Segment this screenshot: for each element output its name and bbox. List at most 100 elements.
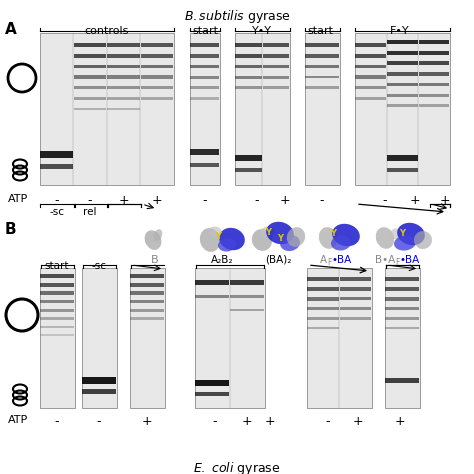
- Bar: [305, 33, 340, 185]
- Bar: [74, 86, 107, 89]
- Bar: [340, 317, 372, 319]
- Bar: [195, 268, 265, 408]
- Bar: [387, 155, 418, 161]
- Bar: [40, 164, 73, 169]
- Bar: [236, 64, 262, 68]
- Bar: [108, 97, 140, 100]
- Text: A: A: [5, 22, 17, 37]
- Bar: [387, 168, 418, 172]
- Bar: [141, 43, 173, 47]
- Text: -sc: -sc: [49, 207, 64, 217]
- Bar: [306, 86, 339, 89]
- Bar: [191, 86, 219, 89]
- Text: start: start: [45, 261, 69, 271]
- Bar: [236, 43, 262, 47]
- Bar: [306, 76, 339, 78]
- Bar: [74, 75, 107, 79]
- Ellipse shape: [219, 228, 245, 250]
- Text: -: -: [55, 194, 59, 207]
- Text: rel: rel: [83, 207, 97, 217]
- Bar: [108, 54, 140, 58]
- Ellipse shape: [280, 235, 300, 251]
- Text: -: -: [383, 194, 387, 207]
- Bar: [356, 97, 386, 100]
- Bar: [191, 163, 219, 167]
- Text: (BA)₂: (BA)₂: [265, 255, 291, 265]
- Text: ATP: ATP: [8, 194, 28, 204]
- Bar: [263, 75, 290, 79]
- Bar: [306, 65, 339, 68]
- Text: +: +: [410, 194, 420, 207]
- Text: start: start: [192, 26, 218, 36]
- Bar: [387, 51, 418, 55]
- Bar: [191, 65, 219, 68]
- Bar: [385, 297, 419, 301]
- Text: start: start: [307, 26, 333, 36]
- Text: +: +: [353, 415, 363, 428]
- Bar: [230, 294, 264, 298]
- Text: Y: Y: [215, 231, 221, 240]
- Bar: [230, 309, 264, 311]
- Bar: [385, 277, 419, 281]
- Ellipse shape: [394, 236, 416, 251]
- Bar: [387, 72, 418, 76]
- Bar: [40, 151, 73, 158]
- Bar: [306, 43, 339, 47]
- Text: Y•Y: Y•Y: [252, 26, 272, 36]
- Ellipse shape: [218, 238, 236, 252]
- Bar: [195, 294, 229, 298]
- Bar: [130, 292, 164, 295]
- Bar: [40, 317, 74, 320]
- Bar: [40, 292, 74, 295]
- Bar: [40, 309, 74, 311]
- Bar: [130, 268, 165, 408]
- Bar: [356, 54, 386, 58]
- Text: Y: Y: [265, 228, 271, 237]
- Bar: [130, 283, 164, 287]
- Text: controls: controls: [85, 26, 129, 36]
- Bar: [235, 33, 290, 185]
- Bar: [195, 392, 229, 396]
- Bar: [141, 64, 173, 68]
- Bar: [40, 300, 74, 303]
- Bar: [340, 287, 372, 291]
- Bar: [236, 86, 262, 89]
- Text: +: +: [118, 194, 129, 207]
- Bar: [356, 75, 386, 79]
- Bar: [191, 43, 219, 47]
- Bar: [40, 334, 74, 337]
- Bar: [191, 54, 219, 57]
- Bar: [308, 297, 339, 301]
- Bar: [40, 33, 174, 185]
- Bar: [141, 75, 173, 79]
- Bar: [191, 97, 219, 100]
- Bar: [308, 277, 339, 281]
- Bar: [195, 380, 229, 386]
- Bar: [419, 83, 449, 86]
- Text: +: +: [440, 194, 450, 207]
- Bar: [340, 297, 372, 301]
- Ellipse shape: [149, 242, 159, 250]
- Bar: [385, 307, 419, 310]
- Bar: [82, 376, 117, 383]
- Bar: [141, 97, 173, 100]
- Ellipse shape: [319, 227, 337, 249]
- Text: F: F: [327, 258, 331, 267]
- Text: -: -: [320, 194, 324, 207]
- Bar: [191, 148, 219, 155]
- Ellipse shape: [332, 224, 360, 246]
- Bar: [308, 317, 339, 320]
- Bar: [385, 377, 419, 383]
- Bar: [387, 94, 418, 97]
- Bar: [356, 43, 386, 47]
- Bar: [306, 54, 339, 57]
- Text: +: +: [280, 194, 290, 207]
- Text: -: -: [255, 194, 259, 207]
- Bar: [130, 309, 164, 311]
- Ellipse shape: [208, 227, 222, 237]
- Bar: [419, 94, 449, 97]
- Text: +: +: [152, 194, 162, 207]
- Bar: [141, 86, 173, 89]
- Bar: [263, 54, 290, 57]
- Bar: [74, 43, 107, 47]
